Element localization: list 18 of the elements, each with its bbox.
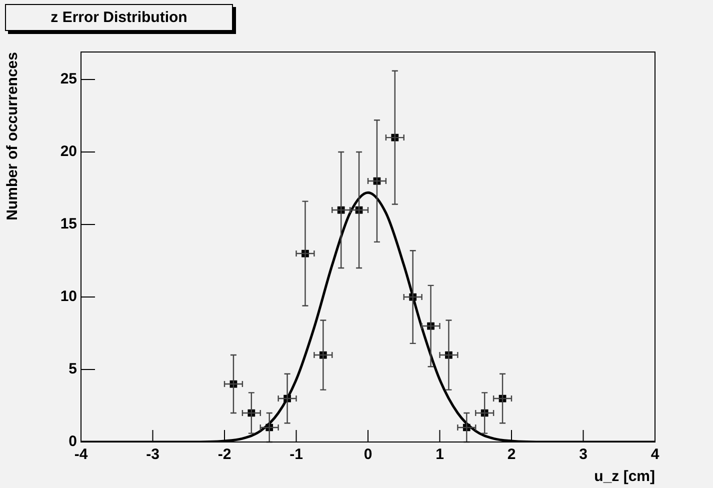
x-tick-label: -1 [290,446,303,464]
x-tick-label: 0 [364,446,372,464]
y-tick-label: 5 [68,360,77,378]
y-tick-label: 15 [60,216,77,233]
y-tick-label: 25 [60,70,77,88]
x-axis-title: u_z [cm] [594,468,656,486]
x-tick-label: 4 [650,446,660,464]
x-tick-label: -2 [218,446,232,464]
y-tick-label: 0 [68,433,77,450]
y-tick-label: 20 [60,143,77,160]
y-axis-title: Number of occurrences [4,52,22,220]
x-tick-label: 3 [579,446,588,464]
x-tick-label: -3 [146,446,160,464]
x-tick-label: -4 [74,446,88,464]
y-tick-label: 10 [60,288,77,306]
chart-title: z Error Distribution [5,4,233,31]
x-tick-label: 2 [507,446,516,464]
x-tick-label: 1 [436,446,444,464]
